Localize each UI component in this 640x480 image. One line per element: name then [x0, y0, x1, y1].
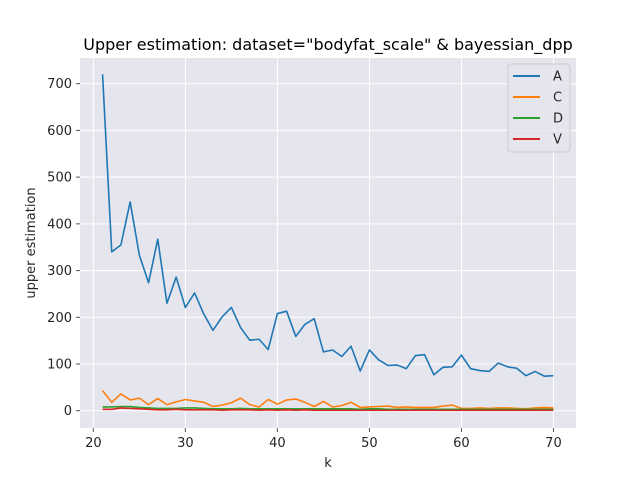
x-tick-label: 70	[545, 436, 562, 451]
y-tick-label: 500	[47, 171, 72, 186]
series-line-C	[101, 390, 554, 410]
y-tick-label: 400	[47, 217, 72, 232]
x-tick-label: 30	[177, 436, 194, 451]
y-axis-label: upper estimation	[24, 187, 39, 298]
legend-label-D: D	[553, 112, 563, 127]
x-tick-label: 20	[85, 436, 102, 451]
y-tick-label: 300	[47, 264, 72, 279]
grid-lines	[80, 58, 576, 428]
y-tick-label: 600	[47, 124, 72, 139]
series-layer	[101, 74, 554, 412]
x-tick-label: 50	[361, 436, 378, 451]
legend-box	[507, 63, 571, 153]
plot-area	[80, 58, 576, 428]
series-line-V	[102, 407, 554, 412]
x-axis-ticks: 20 30 40 50 60 70	[85, 428, 562, 451]
legend-label-V: V	[553, 133, 562, 148]
legend-label-C: C	[553, 91, 562, 106]
series-line-D	[102, 405, 554, 411]
y-tick-label: 0	[64, 404, 72, 419]
x-axis-label: k	[324, 456, 332, 471]
y-tick-label: 100	[47, 357, 72, 372]
x-tick-label: 40	[269, 436, 286, 451]
y-tick-label: 700	[47, 77, 72, 92]
x-tick-label: 60	[453, 436, 470, 451]
series-line-A	[101, 74, 554, 377]
chart-title: Upper estimation: dataset="bodyfat_scale…	[83, 35, 573, 55]
y-axis-ticks: 0 100 200 300 400 500 600 700	[47, 77, 80, 419]
y-tick-label: 200	[47, 311, 72, 326]
legend-label-A: A	[553, 70, 562, 85]
